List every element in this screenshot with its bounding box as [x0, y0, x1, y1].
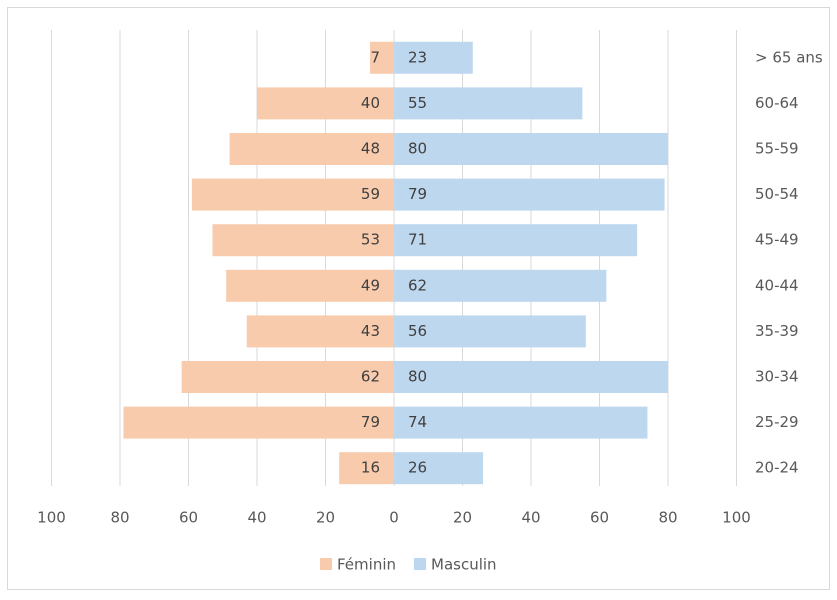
- bar: [339, 452, 394, 485]
- data-label: 56: [408, 322, 427, 340]
- x-tick-label: 100: [722, 509, 751, 527]
- bar: [212, 224, 394, 257]
- category-label: 50-54: [755, 185, 799, 203]
- bar: [246, 315, 394, 348]
- bar: [394, 315, 586, 348]
- data-label: 55: [408, 94, 427, 112]
- x-tick-label: 80: [110, 509, 129, 527]
- bar: [226, 269, 394, 302]
- bar: [123, 406, 395, 439]
- data-label: 79: [361, 413, 380, 431]
- x-tick-label: 60: [590, 509, 609, 527]
- bar: [394, 406, 648, 439]
- legend-swatch: [414, 558, 426, 570]
- category-label: > 65 ans: [755, 48, 823, 66]
- data-label: 71: [408, 231, 427, 249]
- bar: [394, 224, 638, 257]
- category-label: 35-39: [755, 322, 799, 340]
- x-tick-label: 100: [37, 509, 66, 527]
- x-tick-label: 20: [316, 509, 335, 527]
- legend-label: Masculin: [431, 556, 497, 574]
- x-tick-label: 40: [521, 509, 540, 527]
- data-label: 7: [370, 48, 380, 66]
- legend-label: Féminin: [337, 556, 396, 574]
- category-label: 60-64: [755, 94, 799, 112]
- x-tick-label: 60: [179, 509, 198, 527]
- legend-swatch: [320, 558, 332, 570]
- bar: [394, 41, 473, 74]
- data-label: 40: [361, 94, 380, 112]
- data-label: 16: [361, 459, 380, 477]
- data-label: 59: [361, 185, 380, 203]
- bar: [370, 41, 394, 74]
- data-label: 23: [408, 48, 427, 66]
- data-label: 53: [361, 231, 380, 249]
- category-label: 55-59: [755, 140, 799, 158]
- category-label: 20-24: [755, 459, 799, 477]
- data-label: 62: [408, 276, 427, 294]
- bar: [229, 133, 394, 165]
- bar: [394, 269, 607, 302]
- data-label: 80: [408, 368, 427, 386]
- bar: [394, 452, 484, 485]
- bar: [181, 361, 394, 393]
- x-tick-label: 40: [247, 509, 266, 527]
- category-label: 40-44: [755, 276, 799, 294]
- data-label: 26: [408, 459, 427, 477]
- bar: [191, 178, 394, 211]
- bar: [394, 178, 665, 211]
- x-tick-label: 0: [389, 509, 399, 527]
- data-label: 80: [408, 140, 427, 158]
- data-label: 62: [361, 368, 380, 386]
- data-label: 74: [408, 413, 427, 431]
- data-label: 48: [361, 140, 380, 158]
- data-label: 49: [361, 276, 380, 294]
- category-label: 30-34: [755, 368, 799, 386]
- bar: [394, 87, 583, 120]
- x-tick-label: 20: [453, 509, 472, 527]
- bar: [257, 87, 394, 120]
- data-label: 79: [408, 185, 427, 203]
- bar: [394, 361, 668, 393]
- bar: [394, 133, 668, 165]
- category-label: 25-29: [755, 413, 799, 431]
- data-label: 43: [361, 322, 380, 340]
- x-tick-label: 80: [658, 509, 677, 527]
- category-label: 45-49: [755, 231, 799, 249]
